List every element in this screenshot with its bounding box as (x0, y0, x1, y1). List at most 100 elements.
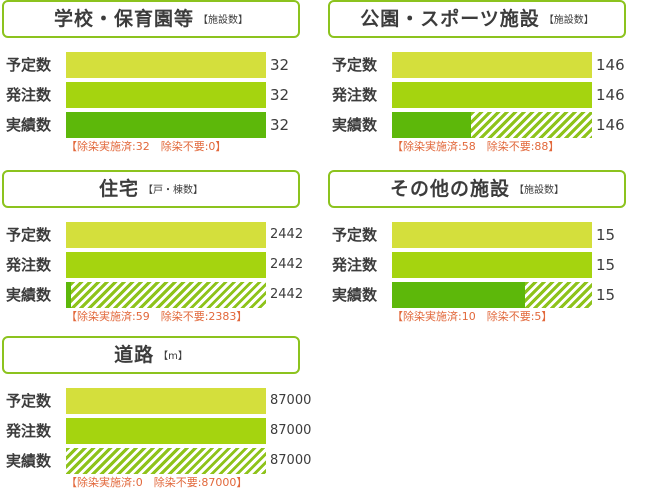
chart-title-box: 道路 【m】 (2, 336, 300, 374)
bar-track (66, 252, 266, 278)
category-label: 実績数 (6, 116, 52, 134)
breakdown-note: 【除染実施済:32 除染不要:0】 (66, 140, 227, 153)
chart-title: 公園・スポーツ施設 (360, 8, 540, 30)
chart-unit: 【m】 (158, 351, 188, 362)
value-label: 87000 (270, 453, 312, 468)
breakdown-note: 【除染実施済:0 除染不要:87000】 (66, 476, 248, 489)
category-label: 実績数 (6, 286, 52, 304)
bar-track (392, 282, 592, 308)
bar-planned (392, 52, 592, 78)
chart-title-box: 公園・スポーツ施設 【施設数】 (328, 0, 626, 38)
chart-row: 発注数 146 (326, 82, 650, 108)
chart-panel: 道路 【m】予定数 87000 発注数 87000 実績数 87000 【除染実施済:0 除染… (0, 336, 311, 502)
chart-unit: 【施設数】 (514, 185, 564, 196)
category-label: 実績数 (332, 116, 378, 134)
bar-decontaminated (66, 112, 266, 138)
category-label: 発注数 (6, 86, 52, 104)
breakdown-note: 【除染実施済:10 除染不要:5】 (392, 310, 553, 323)
value-label: 2442 (270, 227, 304, 242)
category-label: 予定数 (332, 56, 378, 74)
bar-planned (66, 222, 266, 248)
bar-planned (392, 222, 592, 248)
chart-panel: 公園・スポーツ施設 【施設数】予定数 146 発注数 146 実績数 146 【除染実施済:5… (326, 0, 626, 166)
value-label: 15 (596, 286, 616, 304)
category-label: 予定数 (332, 226, 378, 244)
bar-ordered (392, 82, 592, 108)
value-label: 2442 (270, 257, 304, 272)
bar-track (392, 82, 592, 108)
category-label: 予定数 (6, 226, 52, 244)
chart-row: 実績数 2442 (0, 282, 330, 308)
chart-panel: 学校・保育園等 【施設数】予定数 32 発注数 32 実績数 32 【除染実施済:32 除染不… (0, 0, 300, 166)
chart-unit: 【施設数】 (198, 15, 248, 26)
bar-decontaminated (392, 112, 472, 138)
chart-title-box: その他の施設 【施設数】 (328, 170, 626, 208)
bar-track (392, 112, 592, 138)
chart-title: 住宅 (98, 178, 139, 200)
bar-not-required (66, 448, 266, 474)
bar-track (66, 418, 266, 444)
category-label: 予定数 (6, 392, 52, 410)
bar-ordered (66, 418, 266, 444)
value-label: 146 (596, 86, 625, 104)
bar-track (392, 222, 592, 248)
chart-title: 学校・保育園等 (53, 8, 194, 30)
bar-track (392, 52, 592, 78)
chart-row: 実績数 32 (0, 112, 330, 138)
chart-row: 予定数 146 (326, 52, 650, 78)
bar-track (66, 82, 266, 108)
category-label: 実績数 (6, 452, 52, 470)
chart-title-box: 住宅 【戸・棟数】 (2, 170, 300, 208)
chart-row: 実績数 87000 (0, 448, 330, 474)
category-label: 発注数 (6, 422, 52, 440)
value-label: 146 (596, 116, 625, 134)
bar-not-required (471, 112, 592, 138)
bar-ordered (66, 252, 266, 278)
category-label: 発注数 (332, 256, 378, 274)
chart-row: 予定数 15 (326, 222, 650, 248)
chart-title: 道路 (114, 344, 155, 366)
chart-unit: 【施設数】 (543, 15, 594, 26)
value-label: 32 (270, 86, 290, 104)
value-label: 87000 (270, 423, 312, 438)
bar-planned (66, 52, 266, 78)
bar-planned (66, 388, 266, 414)
bar-ordered (66, 82, 266, 108)
category-label: 発注数 (6, 256, 52, 274)
bar-ordered (392, 252, 592, 278)
bar-not-required (525, 282, 592, 308)
category-label: 予定数 (6, 56, 52, 74)
bar-track (66, 52, 266, 78)
value-label: 32 (270, 116, 290, 134)
value-label: 32 (270, 56, 290, 74)
chart-row: 予定数 2442 (0, 222, 330, 248)
breakdown-note: 【除染実施済:59 除染不要:2383】 (66, 310, 248, 323)
bar-track (66, 282, 266, 308)
bar-track (66, 388, 266, 414)
chart-row: 発注数 87000 (0, 418, 330, 444)
category-label: 発注数 (332, 86, 378, 104)
chart-panel: 住宅 【戸・棟数】予定数 2442 発注数 2442 実績数 2442 【除染実施済:59 除… (0, 170, 303, 336)
chart-title: その他の施設 (389, 178, 510, 200)
breakdown-note: 【除染実施済:58 除染不要:88】 (392, 140, 560, 153)
chart-panel: その他の施設 【施設数】予定数 15 発注数 15 実績数 15 【除染実施済:10 除染不要… (326, 170, 626, 336)
chart-row: 発注数 15 (326, 252, 650, 278)
bar-decontaminated (66, 282, 71, 308)
chart-unit: 【戸・棟数】 (143, 185, 203, 196)
bar-not-required (70, 282, 266, 308)
value-label: 15 (596, 256, 616, 274)
bar-track (66, 448, 266, 474)
value-label: 146 (596, 56, 625, 74)
chart-row: 実績数 15 (326, 282, 650, 308)
bar-track (392, 252, 592, 278)
bar-track (66, 222, 266, 248)
chart-row: 発注数 32 (0, 82, 330, 108)
chart-row: 予定数 87000 (0, 388, 330, 414)
category-label: 実績数 (332, 286, 378, 304)
value-label: 87000 (270, 393, 312, 408)
bar-decontaminated (392, 282, 526, 308)
value-label: 2442 (270, 287, 304, 302)
bar-track (66, 112, 266, 138)
value-label: 15 (596, 226, 616, 244)
chart-row: 発注数 2442 (0, 252, 330, 278)
